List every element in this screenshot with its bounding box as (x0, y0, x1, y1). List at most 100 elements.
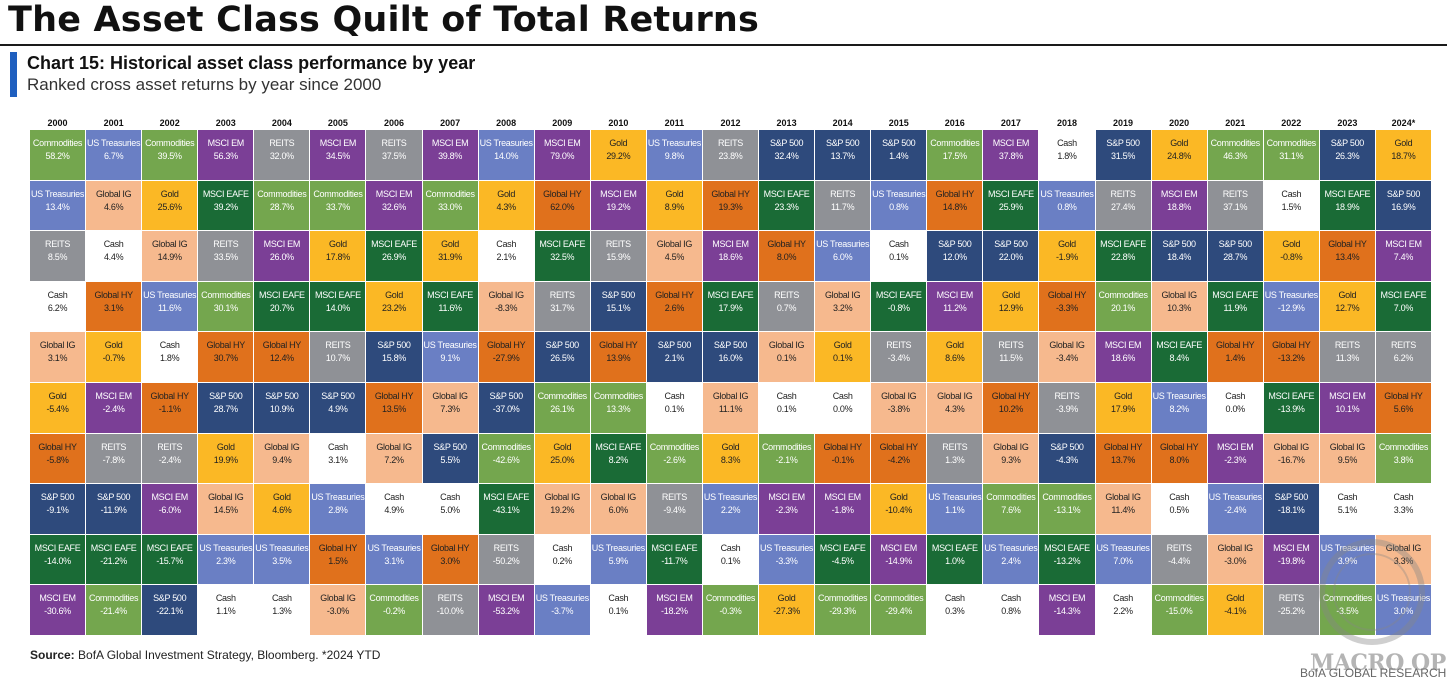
asset-class-label: Global HY (1328, 239, 1367, 250)
return-value-label: 2.3% (216, 555, 236, 566)
asset-class-label: Commodities (930, 138, 980, 148)
asset-class-label: US Treasuries (143, 289, 197, 300)
quilt-cell: Gold -27.3% (759, 585, 815, 635)
return-value-label: 11.3% (1335, 353, 1360, 364)
quilt-cell: S&P 500 4.9% (310, 383, 366, 433)
quilt-cell: Global HY -27.9% (478, 332, 534, 382)
quilt-cell: Gold 12.9% (983, 281, 1039, 332)
quilt-cell: MSCI EAFE 17.9% (702, 281, 759, 332)
asset-class-label: Global IG (208, 492, 244, 503)
return-value-label: 14.5% (213, 505, 238, 516)
return-value-label: 27.4% (1111, 201, 1136, 212)
return-value-label: 12.9% (998, 302, 1023, 313)
asset-class-label: Cash (215, 593, 236, 604)
quilt-cell: S&P 500 5.5% (422, 433, 478, 484)
asset-class-label: Cash (1281, 188, 1302, 199)
return-value-label: 0.2% (552, 555, 573, 566)
asset-class-label: MSCI EM (95, 391, 132, 401)
quilt-cell: US Treasuries 11.6% (142, 281, 198, 332)
quilt-cell: Gold 12.7% (1319, 281, 1375, 332)
asset-class-label: US Treasuries (1320, 542, 1374, 553)
asset-class-label: Gold (385, 289, 403, 300)
asset-class-label: Commodities (986, 492, 1036, 503)
quilt-cell: Global IG -3.0% (310, 585, 366, 635)
asset-class-label: Cash (159, 340, 180, 351)
asset-class-label: US Treasuries (255, 542, 309, 553)
quilt-cell: Global HY 1.4% (1207, 332, 1263, 382)
return-value-label: 17.5% (942, 151, 967, 161)
quilt-cell: REITS -50.2% (478, 534, 534, 585)
return-value-label: -9.4% (663, 505, 686, 516)
asset-class-label: REITS (886, 340, 912, 351)
year-header: 2004 (271, 118, 292, 128)
return-value-label: 8.0% (1169, 454, 1189, 465)
quilt-cell: REITS 6.2% (1375, 332, 1431, 382)
quilt-cell: Global HY -0.1% (815, 433, 871, 484)
return-value-label: 0.1% (832, 353, 853, 364)
return-value-label: 4.4% (103, 252, 124, 263)
asset-class-label: S&P 500 (938, 239, 972, 250)
return-value-label: 23.8% (718, 151, 743, 161)
return-value-label: 1.8% (160, 353, 180, 364)
asset-class-label: S&P 500 (40, 492, 75, 503)
quilt-cell: Gold 29.2% (590, 130, 646, 180)
return-value-label: 0.8% (1001, 606, 1021, 617)
quilt-cell: Gold -10.4% (871, 484, 927, 534)
quilt-cell: REITS 32.0% (254, 130, 310, 180)
return-value-label: 2.1% (496, 252, 517, 263)
quilt-cell: Cash 1.8% (1039, 130, 1095, 180)
asset-class-label: S&P 500 (265, 391, 299, 401)
asset-class-label: US Treasuries (479, 138, 533, 148)
quilt-cell: US Treasuries 2.3% (198, 534, 254, 585)
asset-class-label: US Treasuries (199, 542, 253, 553)
return-value-label: 9.5% (1337, 454, 1358, 465)
asset-class-label: Cash (1057, 138, 1077, 148)
year-header: 2014 (832, 118, 853, 128)
asset-class-label: Commodities (1266, 138, 1317, 148)
return-value-label: 20.7% (269, 302, 294, 313)
asset-class-label: US Treasuries (591, 542, 645, 553)
quilt-cell: REITS 0.7% (759, 281, 815, 332)
return-value-label: -27.9% (492, 353, 520, 364)
return-value-label: 5.0% (440, 505, 460, 516)
asset-class-label: Gold (1338, 289, 1357, 300)
return-value-label: -13.2% (1053, 555, 1081, 566)
return-value-label: 0.8% (1057, 201, 1077, 212)
quilt-cell: MSCI EAFE 23.3% (759, 180, 815, 231)
asset-class-label: REITS (1110, 188, 1136, 199)
quilt-cell: Commodities 30.1% (198, 281, 254, 332)
quilt-cell: MSCI EM -53.2% (478, 585, 534, 635)
quilt-cell: Gold -0.7% (86, 332, 142, 382)
quilt-cell: Gold 24.8% (1151, 130, 1207, 180)
asset-class-label: Global HY (767, 239, 806, 250)
return-value-label: 32.4% (774, 151, 799, 161)
quilt-cell: Gold 19.9% (198, 433, 254, 484)
quilt-cell: S&P 500 13.7% (815, 130, 871, 180)
return-value-label: 3.1% (103, 302, 124, 313)
quilt-cell: US Treasuries 2.4% (983, 534, 1039, 585)
asset-class-label: Gold (721, 441, 740, 452)
return-value-label: 0.1% (664, 404, 685, 414)
return-value-label: 2.8% (328, 505, 348, 516)
quilt-cell: S&P 500 12.0% (927, 231, 983, 281)
asset-class-label: Commodities (818, 593, 868, 604)
quilt-cell: S&P 500 26.5% (534, 332, 590, 382)
return-value-label: 18.6% (1111, 353, 1136, 364)
return-value-label: -4.5% (831, 555, 854, 566)
asset-class-label: Global HY (1159, 441, 1199, 452)
return-value-label: -22.1% (156, 606, 184, 617)
asset-class-label: Commodities (1098, 289, 1148, 300)
return-value-label: 8.2% (608, 454, 629, 465)
quilt-cell: MSCI EAFE -14.0% (30, 534, 86, 585)
asset-class-label: Global HY (206, 340, 246, 351)
return-value-label: 2.2% (1113, 606, 1133, 617)
quilt-cell: Cash 0.8% (983, 585, 1039, 635)
quilt-cell: Cash 0.1% (759, 383, 815, 433)
year-header: 2003 (215, 118, 236, 128)
return-value-label: 10.3% (1167, 302, 1192, 313)
quilt-cell: Global IG 3.3% (1375, 534, 1431, 585)
year-header: 2007 (440, 118, 461, 128)
quilt-cell: US Treasuries -12.9% (1263, 281, 1319, 332)
return-value-label: 9.3% (1001, 454, 1021, 465)
asset-class-label: Global HY (430, 542, 470, 553)
